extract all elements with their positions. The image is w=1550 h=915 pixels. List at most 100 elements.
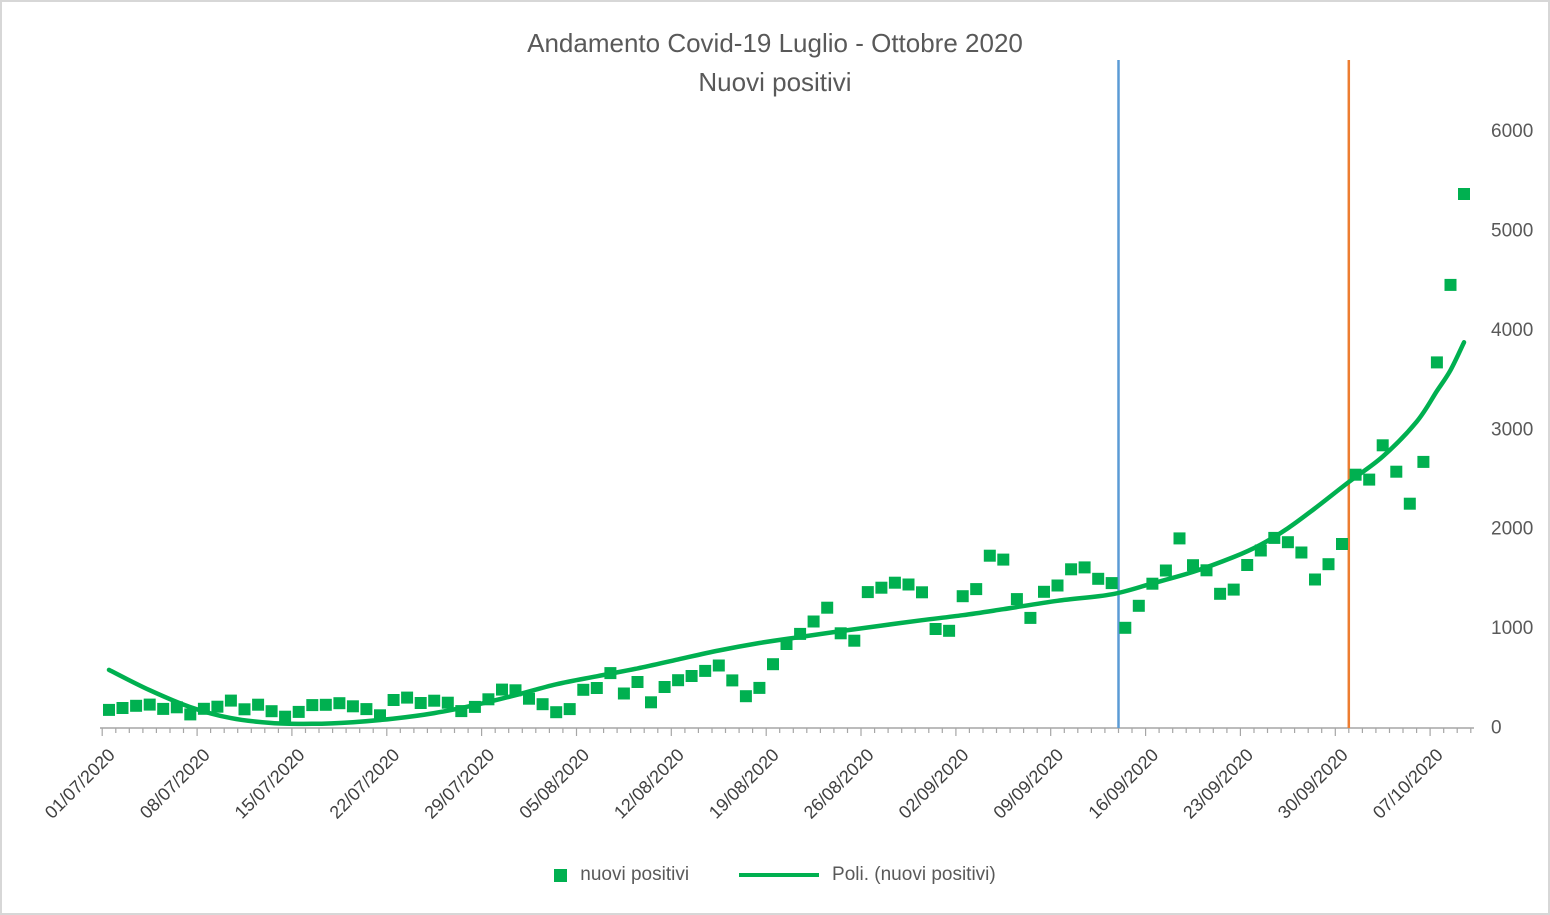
data-point-marker (387, 694, 400, 706)
y-axis-label: 6000 (1491, 121, 1533, 142)
data-point-marker (455, 705, 468, 718)
data-point-marker (1105, 577, 1118, 590)
data-point-marker (767, 658, 779, 671)
data-point-marker (563, 703, 576, 716)
y-axis-label: 5000 (1491, 221, 1533, 242)
data-point-marker (645, 696, 657, 709)
data-point-marker (1336, 538, 1348, 550)
data-point-marker (929, 623, 942, 635)
data-point-marker (699, 664, 712, 677)
data-point-marker (482, 693, 495, 706)
legend-square-marker-icon (554, 868, 568, 882)
x-axis-label: 19/08/2020 (705, 745, 783, 823)
data-point-marker (1159, 564, 1172, 577)
data-point-marker (252, 698, 265, 711)
data-point-marker (1200, 564, 1213, 577)
data-point-marker (184, 708, 197, 721)
data-point-marker (916, 586, 928, 599)
data-point-marker (970, 583, 983, 596)
data-point-marker (211, 700, 224, 713)
x-axis-label: 05/08/2020 (515, 745, 593, 823)
legend-line-marker-icon (739, 873, 820, 877)
data-point-marker (983, 549, 996, 562)
data-point-marker (1078, 561, 1091, 574)
data-point-marker (1268, 531, 1281, 544)
data-point-marker (1010, 593, 1023, 606)
data-point-marker (726, 674, 739, 687)
data-point-marker (170, 701, 183, 714)
x-axis-label: 29/07/2020 (420, 745, 498, 823)
data-point-marker (1146, 577, 1159, 590)
y-axis-label: 1000 (1491, 618, 1533, 639)
data-point-marker (861, 586, 874, 599)
data-point-marker (197, 702, 210, 715)
x-axis-label: 23/09/2020 (1179, 745, 1257, 823)
data-point-marker (739, 690, 752, 703)
x-axis-label: 08/07/2020 (136, 745, 214, 823)
data-point-marker (441, 696, 454, 709)
data-point-marker (577, 683, 590, 696)
data-point-marker (550, 706, 563, 719)
x-axis-label: 09/09/2020 (989, 745, 1067, 823)
data-point-marker (590, 682, 603, 694)
y-axis-label: 4000 (1491, 320, 1533, 341)
data-point-marker (468, 700, 481, 713)
x-axis-label: 02/09/2020 (895, 745, 973, 823)
y-axis-label: 3000 (1491, 419, 1533, 440)
data-point-marker (1281, 536, 1294, 549)
data-point-marker (401, 691, 414, 704)
data-point-marker (1119, 621, 1132, 634)
data-point-marker (997, 553, 1010, 566)
x-axis-label: 16/09/2020 (1084, 745, 1162, 823)
data-point-marker (1092, 572, 1105, 585)
chart-title-line2: Nuovi positivi (698, 67, 852, 97)
data-point-marker (685, 670, 698, 682)
x-axis-label: 15/07/2020 (231, 745, 309, 823)
data-point-marker (631, 676, 644, 688)
data-point-marker (1065, 563, 1078, 576)
data-point-marker (1376, 439, 1389, 452)
data-point-marker (604, 667, 617, 680)
data-point-marker (103, 703, 115, 716)
data-point-marker (1403, 497, 1416, 510)
data-point-marker (943, 624, 956, 637)
data-point-marker (333, 697, 346, 710)
data-point-marker (292, 705, 305, 718)
data-point-marker (848, 634, 861, 647)
legend-label-nuovi-positivi: nuovi positivi (580, 864, 690, 885)
data-point-marker (834, 627, 847, 640)
data-point-marker (1322, 558, 1335, 571)
x-axis-label: 07/10/2020 (1369, 745, 1447, 823)
data-point-marker (672, 674, 685, 687)
x-axis-label: 30/09/2020 (1274, 745, 1352, 823)
data-point-marker (888, 576, 901, 589)
data-point-marker (116, 702, 129, 714)
data-point-marker (346, 700, 359, 713)
data-point-marker (224, 694, 237, 707)
data-point-marker (536, 698, 549, 711)
x-axis-label: 22/07/2020 (326, 745, 404, 823)
data-point-marker (1349, 468, 1362, 481)
data-point-marker (1132, 599, 1145, 612)
data-point-marker (956, 590, 969, 603)
y-axis-label: 0 (1491, 718, 1502, 739)
chart-title-line1: Andamento Covid-19 Luglio - Ottobre 2020 (527, 28, 1023, 58)
data-point-marker (1187, 559, 1199, 572)
data-point-marker (414, 697, 427, 709)
chart-legend: nuovi positivi Poli. (nuovi positivi) (2, 864, 1548, 886)
y-axis-label: 2000 (1491, 519, 1533, 540)
data-point-marker (1295, 546, 1308, 559)
data-point-marker (1363, 473, 1376, 486)
data-point-marker (617, 687, 630, 700)
legend-item-nuovi-positivi: nuovi positivi (554, 864, 689, 886)
legend-label-poli: Poli. (nuovi positivi) (832, 864, 996, 885)
data-point-marker (130, 699, 143, 712)
data-point-marker (1241, 559, 1254, 571)
x-axis-label: 01/07/2020 (41, 745, 119, 823)
data-point-marker (1254, 544, 1267, 557)
data-point-marker (1024, 611, 1037, 624)
data-point-marker (1173, 532, 1186, 545)
data-point-marker (319, 698, 332, 711)
data-point-marker (1038, 585, 1050, 598)
